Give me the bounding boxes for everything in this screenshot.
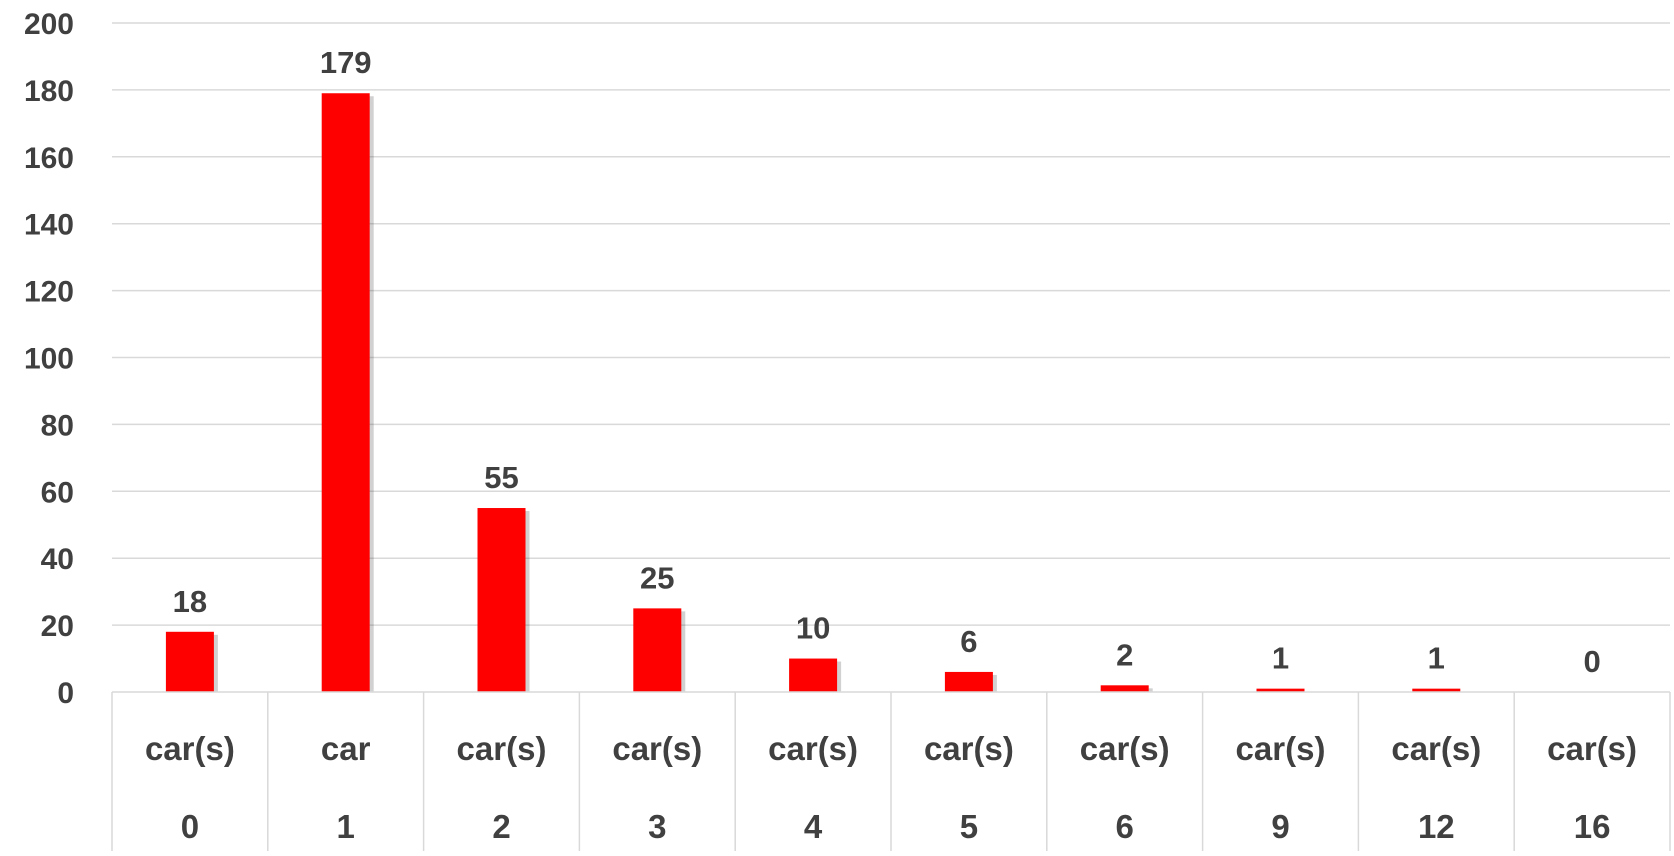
data-label: 18: [173, 584, 207, 619]
bar: [322, 93, 370, 692]
bar: [789, 659, 837, 692]
x-category-count: 6: [1116, 808, 1134, 845]
x-category-unit: car(s): [1391, 730, 1481, 767]
data-label: 179: [320, 45, 372, 80]
data-label: 55: [484, 460, 518, 495]
data-label: 25: [640, 560, 674, 595]
y-tick-label: 20: [41, 610, 74, 643]
x-category-count: 4: [804, 808, 823, 845]
y-tick-label: 140: [24, 209, 74, 242]
x-category-unit: car(s): [1547, 730, 1637, 767]
bar: [166, 632, 214, 692]
bar: [478, 508, 526, 692]
x-category-count: 16: [1574, 808, 1611, 845]
x-category-unit: car(s): [457, 730, 547, 767]
x-category-unit: car(s): [768, 730, 858, 767]
x-category-unit: car(s): [1080, 730, 1170, 767]
y-tick-label: 40: [41, 543, 74, 576]
x-category-count: 12: [1418, 808, 1455, 845]
bars: [166, 93, 1464, 692]
x-category-count: 3: [648, 808, 666, 845]
data-label: 0: [1583, 644, 1600, 679]
data-label: 2: [1116, 637, 1133, 672]
x-category-unit: car(s): [924, 730, 1014, 767]
x-category-count: 9: [1271, 808, 1289, 845]
y-tick-label: 180: [24, 75, 74, 108]
data-label: 1: [1272, 641, 1289, 676]
y-tick-label: 60: [41, 476, 74, 509]
data-label: 6: [960, 624, 977, 659]
x-category-count: 1: [337, 808, 355, 845]
x-category-count: 2: [492, 808, 510, 845]
bar: [1101, 685, 1149, 692]
x-category-count: 0: [181, 808, 199, 845]
y-tick-label: 120: [24, 276, 74, 309]
data-label: 10: [796, 611, 830, 646]
y-tick-label: 160: [24, 142, 74, 175]
x-category-unit: car(s): [612, 730, 702, 767]
bar: [633, 608, 681, 692]
axes: 020406080100120140160180200car(s)0car1ca…: [24, 8, 1670, 851]
x-category-count: 5: [960, 808, 978, 845]
bar: [945, 672, 993, 692]
x-category-unit: car: [321, 730, 371, 767]
y-tick-label: 200: [24, 8, 74, 41]
y-tick-label: 100: [24, 343, 74, 376]
x-category-unit: car(s): [145, 730, 235, 767]
y-tick-label: 80: [41, 409, 74, 442]
data-label: 1: [1428, 641, 1445, 676]
y-tick-label: 0: [57, 677, 74, 710]
x-category-unit: car(s): [1236, 730, 1326, 767]
